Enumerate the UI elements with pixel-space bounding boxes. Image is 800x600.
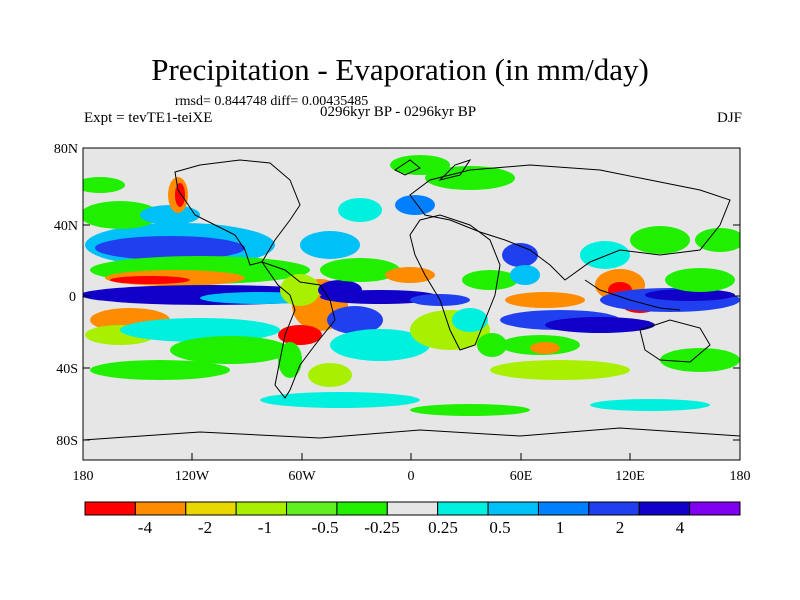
lon-tick-label: 0 <box>408 469 415 484</box>
colorbar-label: -2 <box>198 518 212 537</box>
colorbar-labels: -4 -2 -1 -0.5 -0.25 0.25 0.5 1 2 4 <box>138 518 685 537</box>
colorbar-swatch <box>537 501 590 516</box>
colorbar-label: 0.5 <box>489 518 510 537</box>
lon-tick-label: 120W <box>175 469 210 484</box>
colorbar-swatch <box>185 501 237 516</box>
colorbar-swatch <box>235 501 288 516</box>
colorbar-swatch <box>134 501 187 516</box>
colorbar-label: -0.25 <box>364 518 399 537</box>
colorbar-swatch <box>588 501 640 516</box>
colorbar <box>84 501 741 516</box>
coastlines <box>83 159 740 441</box>
lat-tick-label: 40N <box>54 219 78 234</box>
colorbar-swatch <box>84 501 136 516</box>
lat-tick-label: 80N <box>54 142 78 157</box>
lon-tick-label: 60W <box>288 469 316 484</box>
colorbar-swatch <box>286 501 338 516</box>
tick-marks <box>82 147 741 460</box>
colorbar-label: -0.5 <box>312 518 339 537</box>
colorbar-swatch <box>638 501 691 516</box>
lat-tick-label: 40S <box>56 362 78 377</box>
period-label: 0296kyr BP - 0296kyr BP <box>320 104 477 120</box>
colorbar-swatch <box>689 501 741 516</box>
colorbar-swatch <box>336 501 388 516</box>
lat-tick-label: 80S <box>56 434 78 449</box>
colorbar-swatch <box>487 501 539 516</box>
stats-label: rmsd= 0.844748 diff= 0.00435485 <box>175 94 369 109</box>
lon-tick-label: 60E <box>510 469 533 484</box>
colorbar-swatch <box>437 501 489 516</box>
season-label: DJF <box>716 110 742 126</box>
lon-tick-label: 180 <box>730 469 751 484</box>
lat-tick-label: 0 <box>69 290 76 305</box>
colorbar-label: 1 <box>556 518 565 537</box>
colorbar-label: 2 <box>616 518 625 537</box>
experiment-label: Expt = tevTE1-teiXE <box>84 110 213 126</box>
colorbar-label: -1 <box>258 518 272 537</box>
colorbar-label: -4 <box>138 518 153 537</box>
lon-tick-label: 120E <box>615 469 645 484</box>
field-shading <box>83 155 740 416</box>
colorbar-swatch <box>386 501 439 516</box>
colorbar-label: 4 <box>676 518 685 537</box>
chart-title: Precipitation - Evaporation (in mm/day) <box>151 52 649 87</box>
lon-tick-label: 180 <box>73 469 94 484</box>
colorbar-label: 0.25 <box>428 518 458 537</box>
